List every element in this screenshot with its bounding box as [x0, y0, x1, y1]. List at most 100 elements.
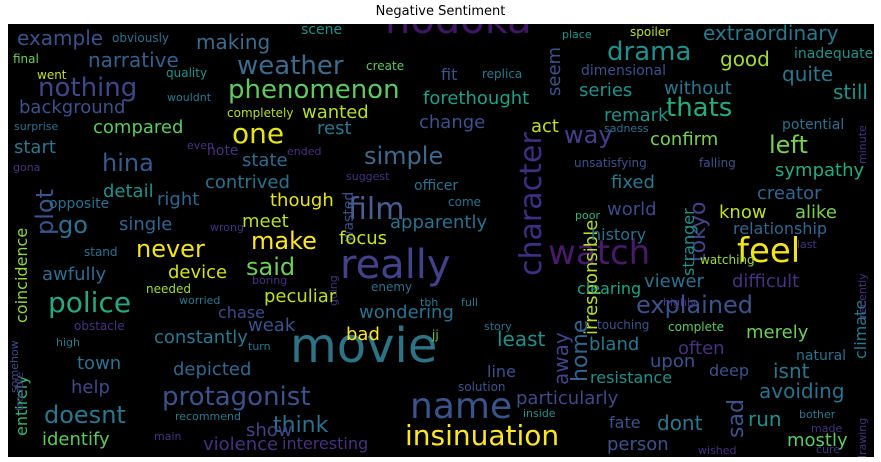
word-entirely: entirely	[12, 375, 31, 436]
word-recommend: recommend	[175, 410, 241, 423]
word-quality: quality	[166, 66, 207, 80]
word-touching: touching	[597, 318, 649, 332]
word-unsatisfying: unsatisfying	[574, 156, 647, 170]
word-help: help	[71, 377, 110, 398]
word-needed: needed	[146, 282, 191, 296]
word-cure: cure	[816, 443, 840, 456]
word-fixed: fixed	[611, 172, 655, 193]
word-climate: climate	[851, 300, 870, 359]
word-suggest: suggest	[346, 170, 390, 183]
word-place: place	[562, 28, 592, 41]
word-weak: weak	[248, 315, 296, 336]
word-recently: recently	[856, 273, 869, 318]
word-dimensional: dimensional	[581, 63, 666, 79]
word-good: good	[720, 47, 770, 71]
word-fate: fate	[609, 413, 641, 432]
word-remark: remark	[604, 105, 669, 126]
word-left: left	[769, 131, 808, 159]
word-trouble: trouble	[13, 372, 26, 411]
word-explained: explained	[636, 291, 753, 319]
word-coincidence: coincidence	[12, 228, 31, 323]
word-one: one	[232, 117, 284, 150]
word-stranger: stranger	[679, 208, 698, 276]
word-background: background	[19, 97, 125, 118]
word-high: high	[56, 336, 80, 349]
word-series: series	[579, 80, 632, 101]
word-tbh: tbh	[420, 296, 438, 309]
word-hodoka: hodoka	[385, 24, 532, 43]
word-history: history	[591, 225, 646, 244]
word-film: film	[348, 192, 404, 227]
word-wanted: wanted	[302, 102, 369, 123]
word-turn: turn	[248, 340, 271, 353]
word-deep: deep	[709, 361, 749, 380]
word-boring: boring	[252, 274, 287, 287]
word-dont: dont	[657, 411, 703, 435]
word-gona: gona	[13, 161, 40, 174]
word-stand: stand	[84, 245, 118, 259]
word-character: character	[514, 132, 549, 276]
word-watching: watching	[700, 253, 755, 267]
word-ended: ended	[287, 145, 321, 158]
word-name: name	[410, 386, 512, 427]
word-bother: bother	[799, 408, 836, 421]
word-home: home	[568, 320, 593, 382]
word-meet: meet	[242, 211, 289, 232]
word-police: police	[48, 286, 131, 319]
word-least: least	[497, 327, 546, 351]
word-sad: sad	[724, 399, 749, 438]
word-forethought: forethought	[423, 88, 529, 109]
word-fit: fit	[441, 65, 457, 84]
word-solution: solution	[458, 380, 506, 394]
word-phenomenon: phenomenon	[228, 75, 400, 105]
word-think: think	[273, 413, 329, 438]
word-away: away	[549, 332, 573, 385]
word-though: though	[270, 190, 334, 211]
word-peculiar: peculiar	[264, 286, 337, 307]
word-sadness: sadness	[604, 122, 649, 135]
word-bland: bland	[589, 334, 639, 355]
word-irresponsible: irresponsible	[581, 220, 602, 335]
word-obstacle: obstacle	[74, 319, 125, 333]
word-interesting: interesting	[282, 434, 368, 453]
word-said: said	[246, 253, 295, 281]
word-chase: chase	[218, 303, 265, 322]
word-watch: watch	[548, 233, 650, 273]
word-highly: highly	[663, 296, 697, 309]
word-without: without	[664, 78, 732, 99]
word-plot: plot	[31, 189, 59, 235]
word-wrong: wrong	[210, 221, 244, 234]
word-protagonist: protagonist	[162, 382, 311, 412]
word-resistance: resistance	[590, 368, 672, 387]
word-right: right	[157, 189, 199, 210]
word-weather: weather	[237, 51, 344, 81]
word-wasted: wasted	[341, 192, 357, 242]
word-story: story	[484, 320, 512, 333]
word-bad: bad	[346, 324, 380, 345]
word-officer: officer	[414, 178, 458, 194]
word-upon: upon	[650, 351, 695, 372]
word-creator: creator	[757, 183, 822, 204]
word-viewer: viewer	[644, 271, 705, 292]
word-confirm: confirm	[650, 129, 718, 150]
word-compared: compared	[93, 117, 183, 138]
word-full: full	[461, 296, 478, 309]
word-start: start	[14, 137, 56, 158]
word-act: act	[531, 116, 559, 137]
word-enemy: enemy	[371, 280, 412, 294]
word-constantly: constantly	[154, 327, 248, 348]
word-narrative: narrative	[88, 48, 179, 72]
word-particularly: particularly	[516, 388, 619, 409]
word-obviously: obviously	[112, 31, 169, 45]
word-poor: poor	[575, 209, 600, 222]
word-clearing: clearing	[577, 279, 641, 298]
word-surprise: surprise	[14, 120, 59, 133]
word-quite: quite	[782, 62, 833, 86]
word-replica: replica	[482, 67, 522, 81]
word-really: really	[340, 242, 451, 288]
word-doesnt: doesnt	[44, 401, 126, 429]
word-drawing: drawing	[856, 418, 869, 457]
word-potential: potential	[782, 117, 844, 133]
word-opposite: opposite	[49, 196, 109, 212]
word-run: run	[748, 407, 782, 431]
